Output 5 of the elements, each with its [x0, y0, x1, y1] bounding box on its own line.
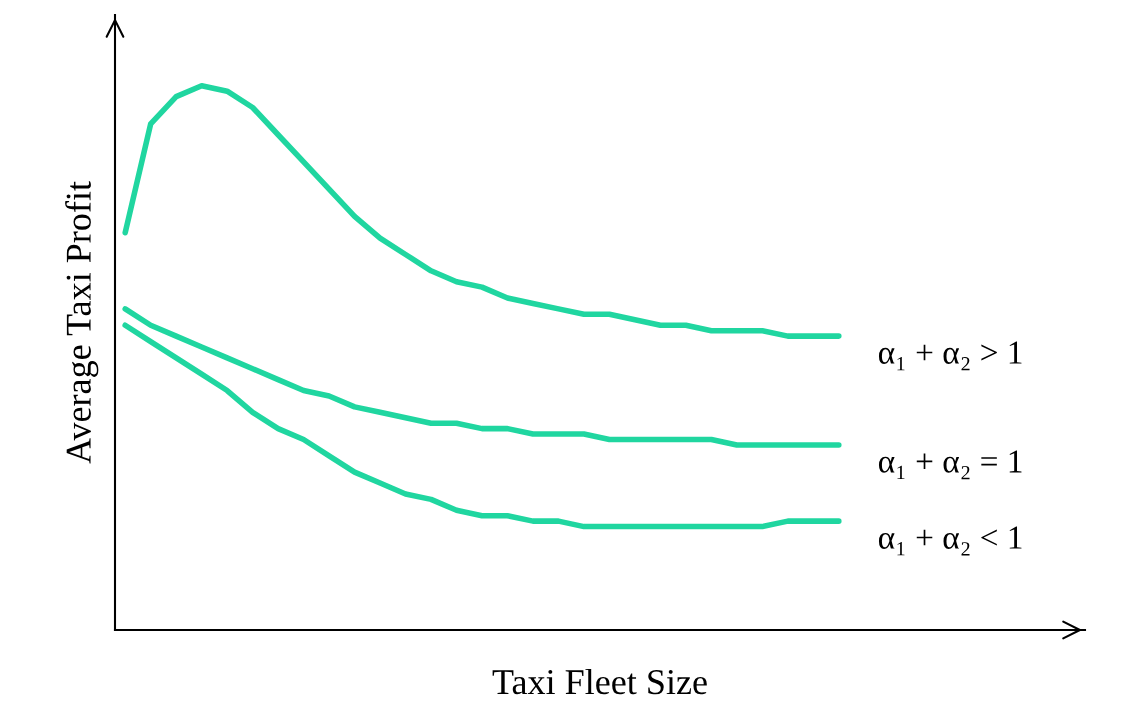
y-axis-title: Average Taxi Profit [65, 181, 99, 464]
x-axis-title: Taxi Fleet Size [492, 668, 707, 695]
series-label: α₁ + α₂ > 1 [878, 341, 1022, 371]
series-label: α₁ + α₂ < 1 [878, 526, 1022, 556]
series-label: α₁ + α₂ = 1 [878, 450, 1022, 480]
